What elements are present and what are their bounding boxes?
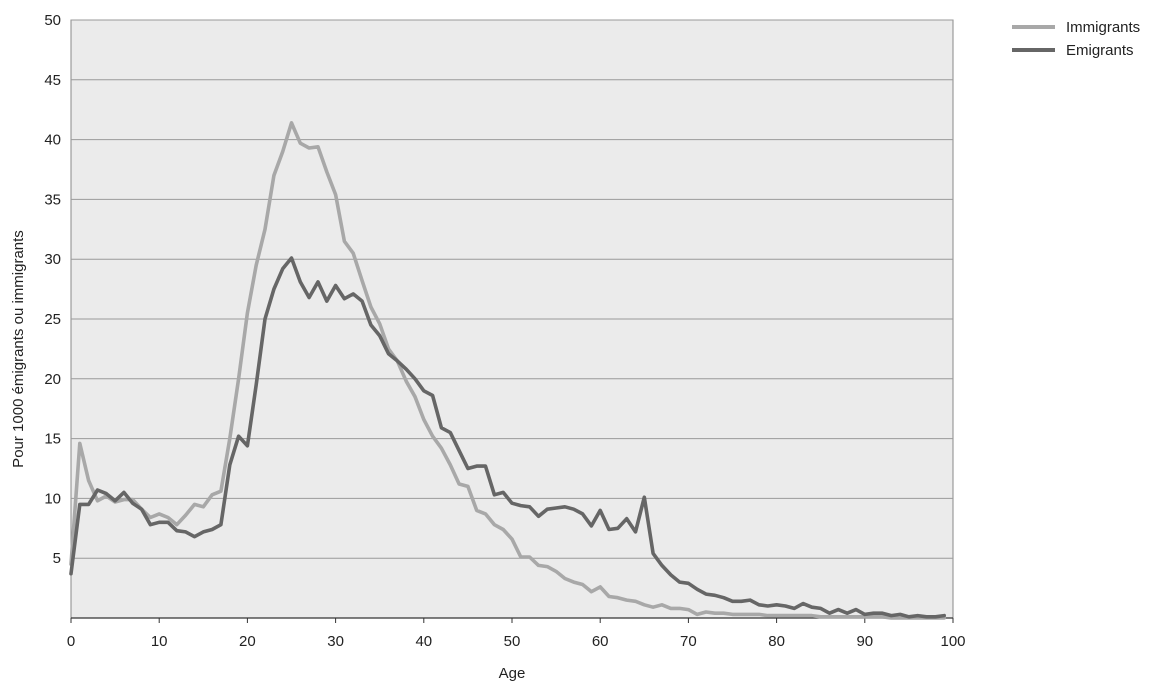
y-axis-title: Pour 1000 émigrants ou immigrants <box>10 230 27 468</box>
x-tick-label: 80 <box>768 633 785 650</box>
y-tick-label: 25 <box>44 311 61 328</box>
y-tick-label: 30 <box>44 251 61 268</box>
y-tick-label: 15 <box>44 431 61 448</box>
y-tick-label: 20 <box>44 371 61 388</box>
x-tick-label: 30 <box>327 633 344 650</box>
y-tick-labels: 5 10 15 20 25 30 35 40 45 50 <box>44 12 61 567</box>
y-tick-label: 5 <box>53 550 61 567</box>
x-tick-label: 50 <box>504 633 521 650</box>
y-tick-label: 10 <box>44 490 61 507</box>
legend-label-immigrants: Immigrants <box>1066 19 1140 36</box>
x-tick-label: 0 <box>67 633 75 650</box>
gridlines <box>71 19 953 559</box>
x-tick-label: 90 <box>856 633 873 650</box>
y-tick-label: 50 <box>44 12 61 29</box>
x-tick-label: 60 <box>592 633 609 650</box>
y-tick-label: 40 <box>44 132 61 149</box>
series-line-immigrants <box>69 121 947 620</box>
x-axis-title: Age <box>499 665 526 681</box>
plot-area <box>69 19 954 623</box>
x-tick-label: 10 <box>151 633 168 650</box>
x-tick-label: 70 <box>680 633 697 650</box>
y-tick-label: 35 <box>44 191 61 208</box>
x-tick-labels: 0 10 20 30 40 50 60 70 80 90 100 <box>67 633 966 650</box>
x-tick-label: 40 <box>415 633 432 650</box>
series-line-emigrants <box>69 256 947 619</box>
axes <box>70 617 954 623</box>
x-tick-label: 20 <box>239 633 256 650</box>
legend-label-emigrants: Emigrants <box>1066 42 1134 59</box>
legend: Immigrants Emigrants <box>1012 19 1140 59</box>
x-tick-label: 100 <box>940 633 965 650</box>
y-tick-label: 45 <box>44 72 61 89</box>
series-lines <box>69 121 947 620</box>
